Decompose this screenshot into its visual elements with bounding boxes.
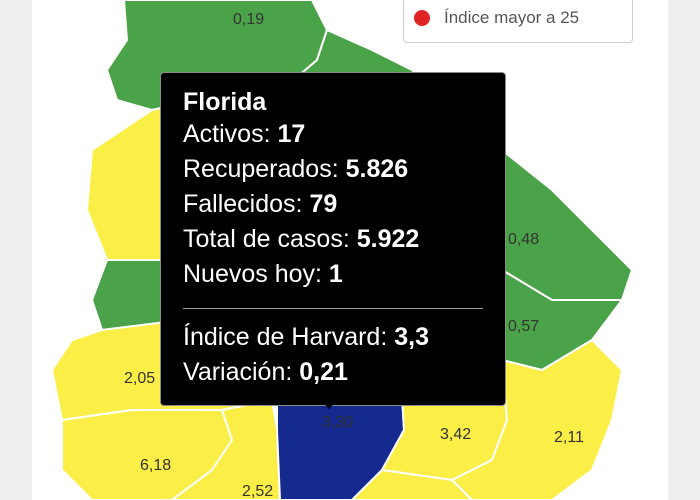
legend-label: Índice mayor a 25 xyxy=(444,8,580,27)
tooltip-row-nuevos: Nuevos hoy: 1 xyxy=(183,260,343,288)
region-rocha[interactable] xyxy=(450,338,624,500)
tooltip-row-fallecidos: Fallecidos: 79 xyxy=(183,190,338,218)
map-label-rocha: 2,11 xyxy=(554,429,584,446)
tooltip-row-variacion: Variación: 0,21 xyxy=(183,358,348,386)
map-label-cerro-largo: 0,48 xyxy=(508,231,539,248)
region-san-jose[interactable] xyxy=(170,398,282,500)
tooltip-row-activos: Activos: 17 xyxy=(183,120,306,148)
legend-item-red: Índice mayor a 25 xyxy=(414,8,579,28)
map-label-soriano: 2,05 xyxy=(124,370,155,387)
map-label-artigas: 0,19 xyxy=(233,11,264,28)
map-label-florida: 3,30 xyxy=(322,414,353,431)
tooltip-row-harvard: Índice de Harvard: 3,3 xyxy=(183,323,429,351)
department-tooltip: Florida Activos: 17 Recuperados: 5.826 F… xyxy=(160,72,506,409)
map-label-san-jose: 2,52 xyxy=(242,483,273,500)
tooltip-row-recuperados: Recuperados: 5.826 xyxy=(183,155,409,183)
tooltip-row-total: Total de casos: 5.922 xyxy=(183,225,420,253)
legend: Índice mayor a 25 xyxy=(403,0,633,43)
map-label-lavalleja: 3,42 xyxy=(440,426,471,443)
tooltip-divider xyxy=(183,308,483,309)
map-label-colonia: 6,18 xyxy=(140,457,171,474)
region-canelones[interactable] xyxy=(280,468,474,500)
legend-dot-red xyxy=(414,10,430,26)
map-label-treinta-y-tres: 0,57 xyxy=(508,318,539,335)
tooltip-title: Florida xyxy=(183,88,267,116)
tooltip-arrow xyxy=(321,400,337,409)
